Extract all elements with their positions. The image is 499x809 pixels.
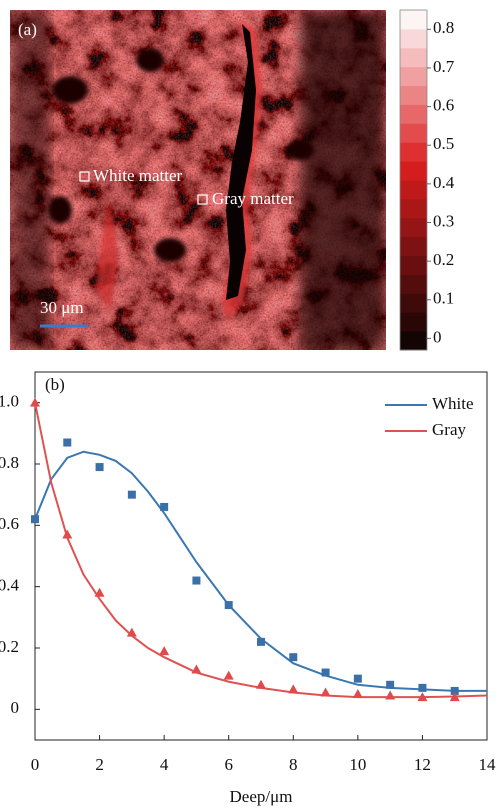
- colorbar-tick-label: 0.5: [433, 134, 454, 153]
- marker: [288, 684, 299, 694]
- marker: [159, 646, 170, 656]
- colorbar-step: [400, 198, 427, 219]
- colorbar-step: [400, 331, 427, 351]
- marker: [256, 679, 266, 689]
- marker: [352, 689, 363, 698]
- marker: [31, 515, 39, 524]
- colorbar-tick-label: 0.2: [433, 250, 454, 269]
- colorbar-tick-label: 0: [433, 327, 442, 346]
- roi-label: White matter: [93, 166, 183, 185]
- y-tick-label: 0.4: [0, 576, 20, 595]
- colorbar-step: [400, 104, 427, 124]
- marker: [192, 576, 201, 585]
- panel-label: (a): [18, 20, 37, 39]
- marker: [62, 529, 73, 539]
- colorbar-frame: [399, 9, 428, 351]
- legend-label: Gray: [432, 420, 466, 439]
- marker: [127, 490, 136, 499]
- x-tick-label: 4: [160, 755, 169, 774]
- panel-label: (b): [45, 375, 65, 394]
- x-tick-label: 0: [31, 755, 40, 774]
- roi-box: [79, 171, 90, 182]
- x-tick-label: 8: [289, 755, 298, 774]
- y-tick-label: 0: [11, 698, 20, 717]
- scale-bar-label: 30 μm: [40, 298, 84, 317]
- fit-line: [34, 450, 487, 692]
- colorbar-step: [400, 236, 427, 257]
- marker: [191, 664, 202, 674]
- marker: [63, 438, 72, 447]
- x-tick-label: 10: [349, 755, 366, 774]
- roi-box: [197, 194, 208, 205]
- marker: [417, 692, 428, 702]
- micrograph: [10, 10, 386, 350]
- colorbar-tick-label: 0.4: [433, 173, 455, 192]
- colorbar-step: [400, 274, 427, 294]
- colorbar-step: [400, 66, 427, 87]
- roi-label: Gray matter: [212, 189, 294, 208]
- marker: [224, 601, 233, 610]
- colorbar-step: [400, 85, 427, 105]
- colorbar-step: [400, 293, 427, 313]
- marker: [418, 683, 427, 692]
- fit-line: [34, 402, 488, 699]
- marker: [30, 397, 40, 407]
- marker: [385, 690, 396, 700]
- marker: [450, 686, 459, 695]
- marker: [321, 668, 330, 677]
- colorbar-step: [400, 180, 427, 200]
- colorbar-tick-label: 0.3: [433, 211, 454, 230]
- colorbar-step: [400, 47, 427, 68]
- y-tick-label: 0.6: [0, 514, 19, 533]
- marker: [449, 692, 460, 702]
- colorbar: [400, 10, 427, 351]
- marker: [94, 587, 105, 597]
- colorbar-step: [400, 10, 427, 30]
- colorbar-step: [400, 161, 427, 181]
- x-axis-label: Deep/μm: [230, 787, 293, 806]
- x-tick-label: 12: [414, 755, 431, 774]
- marker: [95, 463, 104, 472]
- plot-frame: [34, 371, 488, 741]
- colorbar-step: [400, 217, 427, 238]
- marker: [320, 687, 331, 697]
- colorbar-tick-label: 0.6: [433, 95, 454, 114]
- y-tick-label: 0.2: [0, 637, 19, 656]
- colorbar-step: [400, 255, 427, 275]
- colorbar-step: [400, 123, 427, 143]
- x-tick-label: 6: [224, 755, 233, 774]
- y-tick-label: 1.0: [0, 392, 19, 411]
- x-tick-label: 2: [95, 755, 104, 774]
- colorbar-tick-label: 0.7: [433, 57, 455, 76]
- colorbar-tick-label: 0.1: [433, 289, 454, 308]
- x-tick-label: 14: [479, 755, 497, 774]
- marker: [126, 627, 137, 637]
- colorbar-step: [400, 142, 427, 162]
- colorbar-tick-label: 0.8: [433, 18, 454, 37]
- legend-label: White: [432, 394, 474, 413]
- colorbar-step: [400, 28, 427, 49]
- marker: [289, 653, 298, 662]
- marker: [386, 680, 395, 689]
- marker: [223, 670, 234, 680]
- marker: [353, 674, 362, 683]
- marker: [257, 637, 265, 646]
- y-tick-label: 0.8: [0, 453, 19, 472]
- marker: [160, 502, 169, 511]
- colorbar-step: [400, 312, 427, 332]
